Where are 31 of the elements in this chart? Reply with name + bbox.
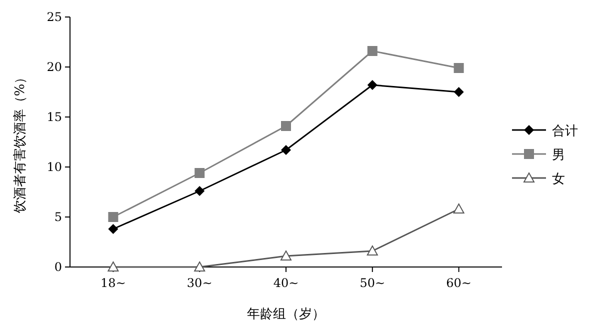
point: [454, 63, 464, 73]
legend-label: 女: [552, 172, 565, 187]
x-tick-label: 18~: [100, 276, 126, 290]
x-tick-label: 40~: [273, 276, 299, 290]
y-tick-label: 0: [54, 260, 62, 274]
point: [454, 87, 464, 97]
x-axis-title: 年龄组（岁）: [247, 307, 325, 322]
point: [108, 212, 118, 222]
point: [367, 46, 378, 56]
legend-label: 合计: [552, 124, 578, 139]
y-tick-label: 25: [46, 10, 62, 24]
y-axis-title: 饮酒者有害饮酒率（%）: [12, 70, 28, 214]
point: [281, 145, 291, 155]
x-tick-label: 50~: [360, 276, 386, 290]
y-tick-label: 5: [54, 210, 62, 224]
point: [453, 204, 464, 214]
point: [366, 246, 378, 256]
legend-label: 男: [552, 148, 565, 163]
point: [194, 186, 205, 196]
y-tick-label: 15: [46, 110, 62, 124]
x-tick-label: 30~: [186, 276, 212, 290]
y-tick-label: 10: [46, 160, 62, 174]
point: [194, 262, 206, 272]
y-tick-label: 20: [46, 60, 62, 74]
point: [281, 121, 291, 131]
point: [194, 168, 205, 178]
point: [108, 262, 119, 272]
point: [280, 250, 292, 260]
x-tick-label: 60~: [446, 276, 472, 290]
point: [367, 80, 378, 90]
point: [108, 224, 118, 234]
